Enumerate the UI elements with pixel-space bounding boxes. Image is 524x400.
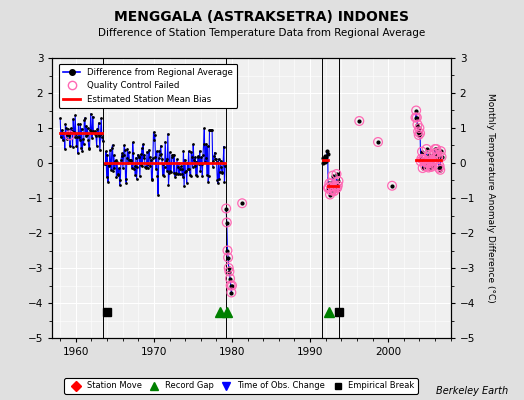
- Point: [431, 153, 440, 160]
- Point: [226, 282, 235, 289]
- Point: [413, 121, 422, 128]
- Point: [334, 178, 343, 184]
- Point: [430, 151, 438, 158]
- Point: [222, 205, 231, 212]
- Point: [428, 163, 436, 169]
- Text: Difference of Station Temperature Data from Regional Average: Difference of Station Temperature Data f…: [99, 28, 425, 38]
- Point: [327, 180, 335, 186]
- Point: [436, 148, 445, 154]
- Point: [417, 158, 425, 164]
- Point: [388, 182, 396, 189]
- Point: [225, 268, 234, 275]
- Point: [330, 187, 339, 194]
- Point: [228, 282, 236, 289]
- Point: [66, 132, 74, 138]
- Point: [374, 139, 382, 145]
- Point: [326, 191, 334, 198]
- Point: [424, 164, 433, 171]
- Point: [431, 146, 439, 152]
- Point: [329, 172, 337, 179]
- Point: [325, 180, 334, 186]
- Point: [412, 107, 420, 114]
- Point: [436, 167, 444, 173]
- Point: [421, 163, 430, 170]
- Legend: Difference from Regional Average, Quality Control Failed, Estimated Station Mean: Difference from Regional Average, Qualit…: [59, 64, 237, 108]
- Point: [414, 132, 423, 138]
- Point: [416, 130, 424, 136]
- Point: [333, 185, 341, 191]
- Y-axis label: Monthly Temperature Anomaly Difference (°C): Monthly Temperature Anomaly Difference (…: [486, 93, 495, 303]
- Point: [355, 118, 364, 124]
- Point: [435, 165, 443, 171]
- Point: [427, 164, 435, 170]
- Point: [331, 182, 340, 189]
- Point: [224, 254, 232, 261]
- Point: [324, 184, 333, 191]
- Point: [423, 160, 431, 166]
- Point: [223, 247, 232, 254]
- Point: [420, 158, 429, 165]
- Point: [226, 275, 234, 282]
- Point: [428, 161, 436, 167]
- Point: [223, 219, 231, 226]
- Point: [411, 114, 420, 121]
- Point: [427, 157, 435, 163]
- Point: [430, 150, 439, 157]
- Point: [418, 148, 426, 155]
- Point: [432, 146, 441, 152]
- Point: [415, 125, 423, 131]
- Point: [329, 186, 337, 192]
- Point: [433, 154, 442, 160]
- Point: [419, 165, 427, 171]
- Point: [434, 154, 442, 161]
- Point: [438, 154, 446, 160]
- Point: [433, 150, 441, 156]
- Point: [424, 160, 432, 166]
- Point: [332, 171, 341, 177]
- Point: [417, 156, 425, 162]
- Point: [334, 182, 342, 189]
- Point: [422, 158, 430, 165]
- Text: MENGGALA (ASTRAKSETRA) INDONES: MENGGALA (ASTRAKSETRA) INDONES: [115, 10, 409, 24]
- Point: [412, 114, 421, 121]
- Point: [238, 200, 246, 206]
- Point: [227, 289, 236, 296]
- Point: [425, 152, 433, 158]
- Legend: Station Move, Record Gap, Time of Obs. Change, Empirical Break: Station Move, Record Gap, Time of Obs. C…: [64, 378, 418, 394]
- Point: [425, 160, 434, 166]
- Point: [420, 157, 428, 163]
- Text: Berkeley Earth: Berkeley Earth: [436, 386, 508, 396]
- Point: [422, 146, 431, 152]
- Point: [330, 188, 338, 194]
- Point: [419, 156, 428, 162]
- Point: [328, 183, 336, 190]
- Point: [429, 157, 437, 163]
- Point: [414, 128, 422, 135]
- Point: [326, 187, 335, 194]
- Point: [324, 185, 332, 191]
- Point: [332, 183, 340, 190]
- Point: [224, 265, 233, 271]
- Point: [435, 163, 444, 169]
